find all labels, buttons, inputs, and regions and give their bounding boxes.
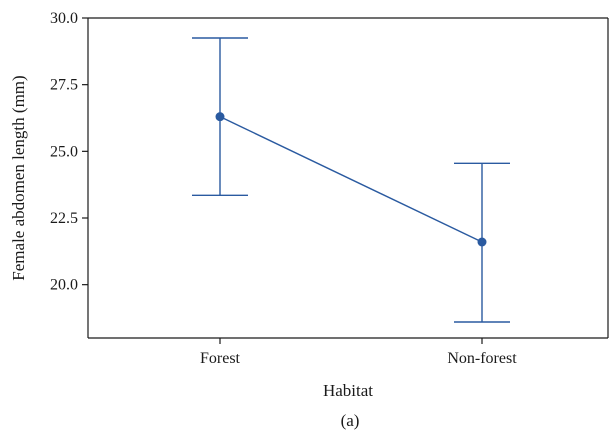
series-line bbox=[219, 116, 483, 243]
data-point bbox=[215, 112, 225, 122]
axes bbox=[82, 17, 609, 344]
data-point bbox=[477, 237, 487, 247]
y-axis-title: Female abdomen length (mm) bbox=[9, 75, 28, 280]
y-tick-label: 25.0 bbox=[50, 143, 78, 160]
tick-labels: 20.0 22.5 25.0 27.5 30.0 Forest Non-forest bbox=[50, 10, 517, 367]
y-tick-label: 20.0 bbox=[50, 277, 78, 294]
x-tick-label: Non-forest bbox=[447, 350, 517, 367]
figure-caption: (a) bbox=[341, 411, 360, 430]
series bbox=[192, 37, 510, 323]
y-tick-label: 27.5 bbox=[50, 77, 78, 94]
y-tick-label: 22.5 bbox=[50, 210, 78, 227]
x-axis-title: Habitat bbox=[323, 381, 373, 400]
x-tick-label: Forest bbox=[200, 350, 241, 367]
y-tick-label: 30.0 bbox=[50, 10, 78, 27]
